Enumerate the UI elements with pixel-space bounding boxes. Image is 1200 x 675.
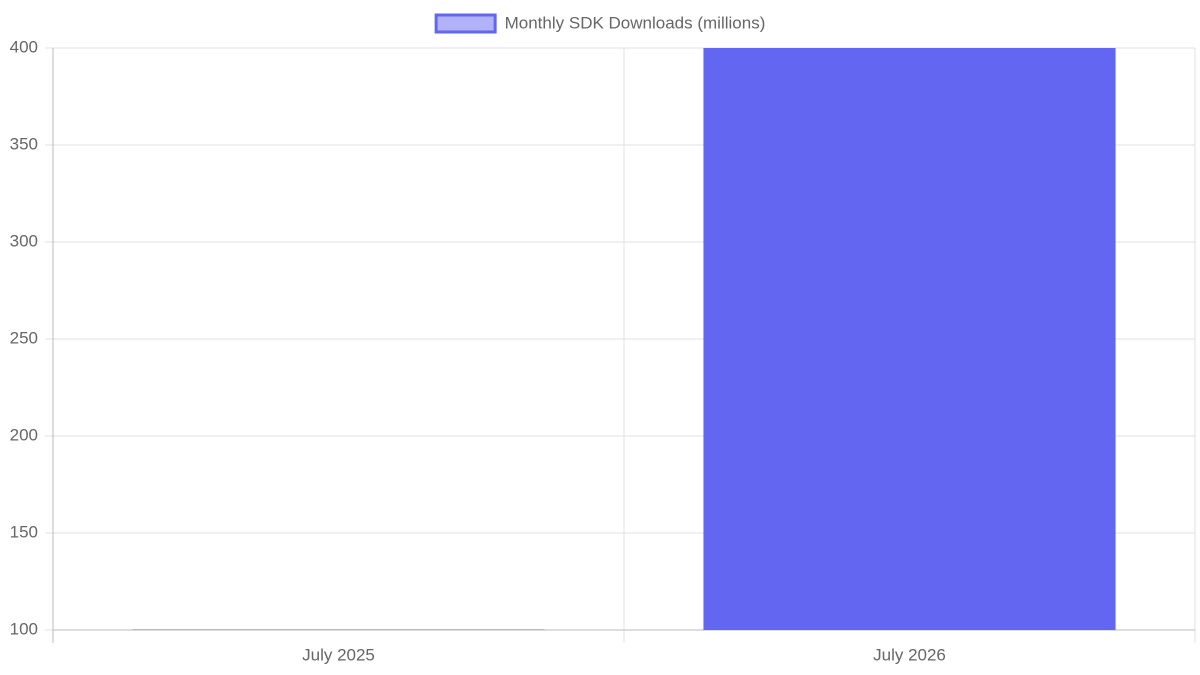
y-tick-label: 300 [10, 231, 38, 250]
y-tick-label: 350 [10, 134, 38, 153]
x-tick-label: July 2025 [302, 645, 375, 664]
y-tick-label: 200 [10, 425, 38, 444]
y-tick-label: 100 [10, 619, 38, 638]
y-tick-label: 250 [10, 328, 38, 347]
labels: 100 150 200 250 300 350 400 July 2025 July 2026 M… [10, 13, 946, 664]
bar [703, 48, 1116, 630]
y-tick-label: 150 [10, 522, 38, 541]
legend-swatch [434, 13, 497, 34]
x-tick-label: July 2026 [873, 645, 946, 664]
legend-label: Monthly SDK Downloads (millions) [505, 13, 766, 32]
y-tick-label: 400 [10, 37, 38, 56]
bars [132, 48, 1116, 630]
